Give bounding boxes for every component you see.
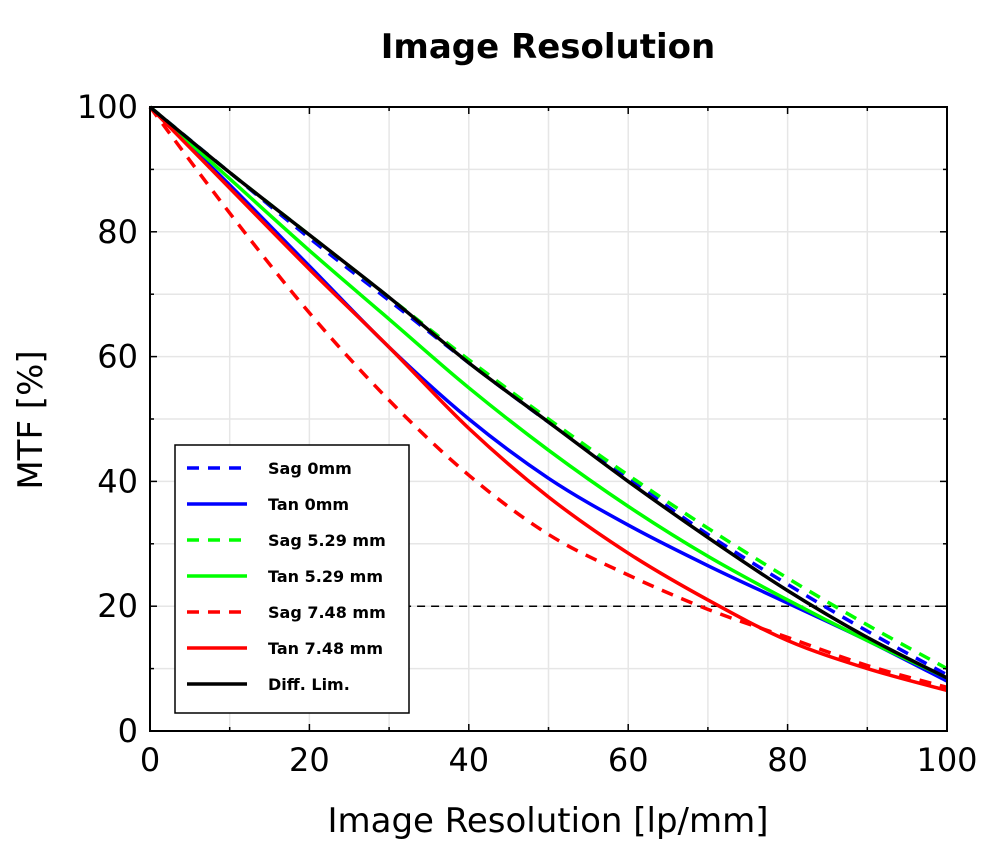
chart-title: Image Resolution bbox=[381, 27, 715, 67]
legend-entry-label: Diff. Lim. bbox=[268, 675, 350, 694]
series-line-tan-0mm bbox=[148, 105, 948, 683]
legend-entry-label: Sag 7.48 mm bbox=[268, 603, 386, 622]
legend-entry-label: Tan 7.48 mm bbox=[268, 639, 383, 658]
axis-ticks: 0 20 40 60 80 100 0 20 40 60 80 100 bbox=[77, 88, 978, 779]
series-line-sag-7-48-mm bbox=[148, 105, 948, 690]
y-tick-label: 100 bbox=[77, 88, 138, 126]
legend-entry-label: Tan 5.29 mm bbox=[268, 567, 383, 586]
legend-entry-label: Tan 0mm bbox=[268, 495, 349, 514]
y-tick-label: 40 bbox=[97, 462, 138, 500]
x-tick-label: 40 bbox=[448, 741, 489, 779]
x-tick-label: 60 bbox=[608, 741, 649, 779]
series-line-tan-7-48-mm bbox=[148, 105, 948, 693]
series-line-tan-5-29-mm bbox=[148, 105, 948, 680]
x-axis-label: Image Resolution [lp/mm] bbox=[327, 801, 768, 841]
legend-entry-label: Sag 5.29 mm bbox=[268, 531, 386, 550]
y-tick-label: 0 bbox=[118, 712, 138, 750]
x-tick-label: 0 bbox=[140, 741, 160, 779]
y-tick-label: 80 bbox=[97, 213, 138, 251]
series-lines bbox=[148, 105, 948, 693]
series-line-diff-lim bbox=[148, 105, 948, 680]
y-axis-label: MTF [%] bbox=[11, 350, 51, 489]
legend: Sag 0mm Tan 0mm Sag 5.29 mm Tan 5.29 mm Sag … bbox=[174, 444, 410, 714]
legend-box bbox=[174, 444, 410, 714]
legend-entry-label: Sag 0mm bbox=[268, 459, 352, 478]
x-tick-label: 100 bbox=[916, 741, 977, 779]
y-tick-label: 20 bbox=[97, 587, 138, 625]
x-tick-label: 20 bbox=[289, 741, 330, 779]
y-tick-label: 60 bbox=[97, 338, 138, 376]
x-tick-label: 80 bbox=[767, 741, 808, 779]
